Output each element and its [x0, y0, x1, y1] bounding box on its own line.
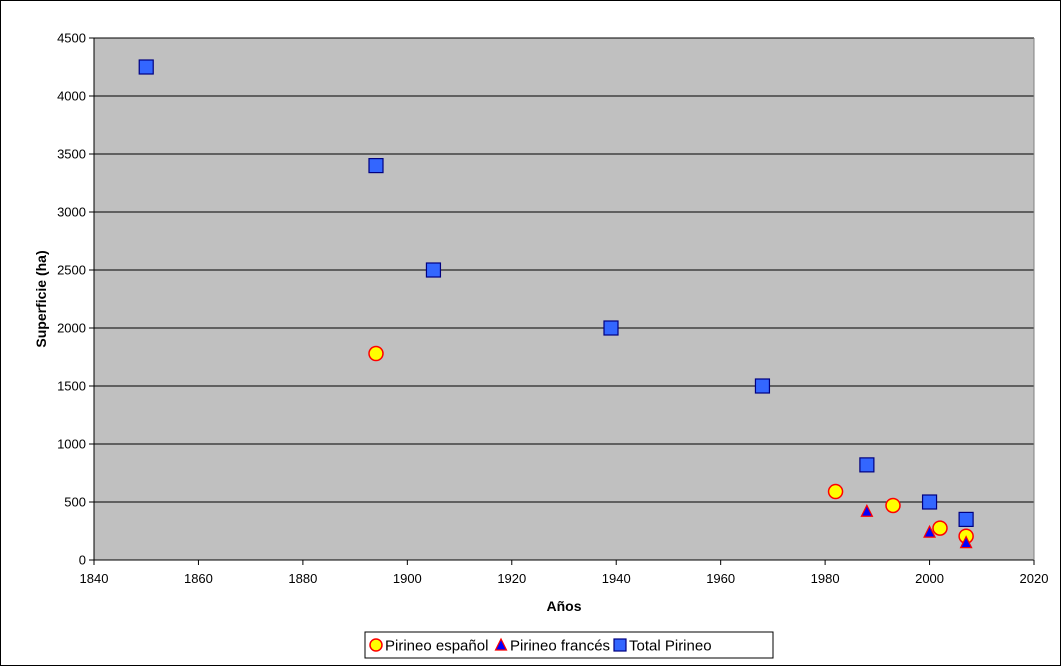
x-tick-label: 1940 [602, 571, 631, 586]
legend-box [364, 631, 774, 659]
y-tick-label: 2000 [57, 321, 86, 336]
data-point-square [958, 511, 974, 527]
data-point-triangle [860, 503, 874, 517]
data-point-triangle [959, 535, 973, 549]
data-point-circle [368, 345, 384, 362]
y-tick-label: 4000 [57, 89, 86, 104]
x-axis-ticks: 1840 1860 1880 1900 1920 1940 1960 1980 2000 2020 [80, 560, 1049, 586]
y-tick-label: 0 [79, 553, 86, 568]
x-tick-label: 2020 [1020, 571, 1049, 586]
gridlines [94, 37, 1034, 503]
x-tick-label: 1960 [706, 571, 735, 586]
x-tick-label: 1920 [497, 571, 526, 586]
y-axis-ticks: 0 500 1000 1500 2000 2500 3000 3500 4000 4500 [57, 31, 94, 568]
data-point-square [859, 457, 875, 473]
y-tick-label: 1000 [57, 437, 86, 452]
data-point-square [368, 158, 384, 174]
axes [93, 38, 1035, 561]
data-point-circle [827, 483, 844, 500]
x-tick-label: 1860 [184, 571, 213, 586]
x-tick-label: 1980 [811, 571, 840, 586]
data-point-triangle [923, 524, 937, 538]
x-tick-label: 1880 [288, 571, 317, 586]
x-tick-label: 2000 [915, 571, 944, 586]
y-tick-label: 2500 [57, 263, 86, 278]
legend-marker-square [613, 638, 627, 652]
data-point-square [138, 59, 154, 75]
y-tick-label: 4500 [57, 31, 86, 46]
data-point-square [754, 378, 771, 394]
data-point-circle [932, 520, 948, 536]
x-tick-label: 1900 [393, 571, 422, 586]
x-tick-label: 1840 [80, 571, 109, 586]
data-point-square [425, 262, 442, 278]
legend: Pirineo español Pirineo francés Total Piri… [364, 631, 774, 659]
legend-label: Total Pirineo [629, 638, 712, 655]
legend-marker-triangle [494, 637, 508, 651]
data-point-circle [885, 497, 901, 514]
y-tick-label: 3000 [57, 205, 86, 220]
y-tick-label: 1500 [57, 379, 86, 394]
y-tick-label: 500 [64, 495, 86, 510]
legend-label: Pirineo español [385, 638, 488, 655]
y-tick-label: 3500 [57, 147, 86, 162]
data-point-square [921, 494, 938, 510]
x-axis-title: Años [547, 598, 582, 614]
y-axis-title: Superficie (ha) [33, 250, 49, 347]
legend-label: Pirineo francés [510, 638, 610, 655]
legend-marker-circle [369, 638, 383, 652]
data-points [138, 59, 974, 549]
plot-area [94, 38, 1034, 560]
data-point-square [603, 320, 619, 336]
